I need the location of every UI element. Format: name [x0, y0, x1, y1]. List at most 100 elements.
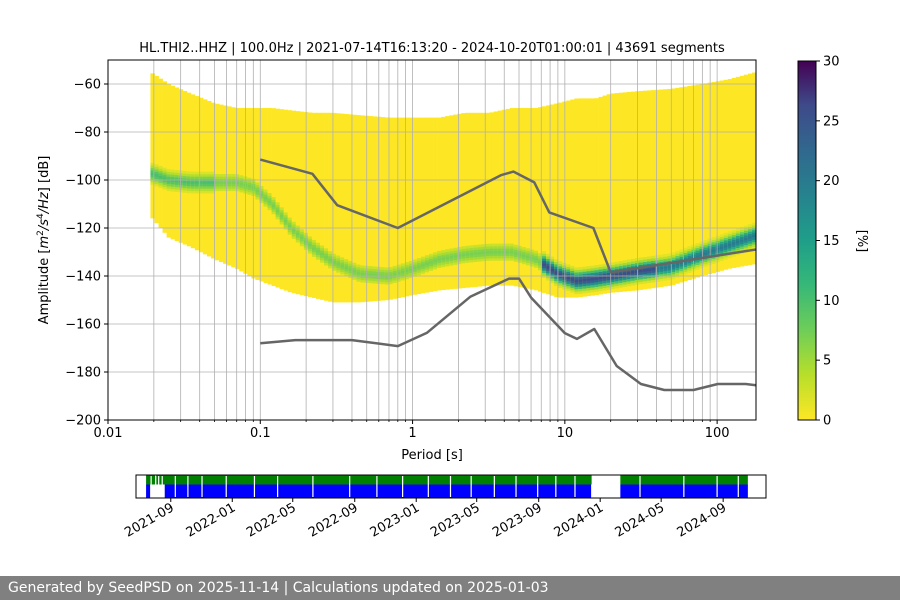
density-cell [751, 241, 756, 245]
density-cell [578, 291, 583, 294]
density-column [546, 105, 551, 295]
density-cell [731, 241, 737, 245]
density-cell [509, 246, 515, 249]
density-cell [630, 282, 636, 286]
density-cell [638, 257, 644, 261]
chart-title: HL.THI2..HHZ | 100.0Hz | 2021-07-14T16:1… [139, 41, 725, 56]
density-cell [586, 270, 591, 274]
density-column [574, 98, 579, 298]
density-column [404, 117, 410, 297]
density-column [174, 87, 180, 242]
timeline-tick-label: 2023-05 [428, 500, 483, 540]
density-cell [602, 278, 608, 281]
density-cell [630, 273, 636, 276]
density-cell [582, 288, 587, 291]
density-cell [695, 245, 700, 249]
density-cell [396, 264, 402, 268]
density-cell [647, 275, 652, 279]
density-cell [735, 240, 741, 244]
density-cell [525, 257, 531, 261]
density-cell [235, 186, 240, 189]
density-cell [231, 188, 236, 192]
density-cell [324, 253, 329, 256]
density-cell [344, 266, 349, 270]
density-cell [348, 260, 353, 264]
density-cell [190, 176, 196, 180]
density-cell [695, 259, 700, 263]
density-cell [206, 181, 212, 184]
density-cell [352, 269, 357, 273]
density-cell [457, 249, 462, 253]
density-cell [554, 278, 559, 282]
density-cell [404, 271, 410, 275]
density-cell [275, 207, 281, 210]
density-cell [445, 251, 450, 255]
density-column [683, 86, 688, 282]
density-cell [263, 196, 268, 200]
density-cell [751, 232, 756, 236]
density-cell [550, 256, 555, 260]
y-axis-ticks: −60 −80 −100 −120 −140 −160 −180 −200 [65, 78, 108, 429]
y-tick-label: −180 [65, 366, 101, 381]
density-cell [699, 263, 704, 266]
density-cell [291, 224, 297, 227]
density-cell [198, 171, 204, 175]
density-cell [610, 281, 616, 285]
density-cell [299, 231, 305, 235]
density-column [400, 117, 406, 298]
footer-text: Generated by SeedPSD on 2025-11-14 | Cal… [8, 580, 549, 596]
density-cell [469, 257, 474, 261]
density-cell [618, 277, 624, 281]
density-cell [679, 273, 684, 277]
density-cell [255, 196, 260, 200]
density-cell [546, 253, 551, 257]
density-cell [396, 267, 402, 270]
density-column [630, 91, 636, 291]
density-column [299, 111, 305, 296]
density-cell [731, 237, 737, 240]
y-axis-label: Amplitude [m2/s4/Hz] [dB] [36, 156, 52, 325]
density-cell [558, 275, 563, 279]
density-cell [223, 181, 228, 184]
density-cell [606, 275, 612, 278]
density-cell [154, 176, 159, 180]
density-cell [727, 231, 733, 235]
density-cell [429, 256, 434, 259]
density-cell [356, 271, 361, 275]
density-cell [582, 278, 587, 282]
density-cell [412, 273, 418, 277]
density-column [497, 110, 503, 286]
density-cell [182, 185, 188, 189]
y-tick-label: −140 [65, 270, 101, 285]
density-cell [328, 253, 333, 257]
density-cell [550, 278, 555, 281]
density-cell [630, 266, 636, 269]
density-cell [711, 256, 717, 260]
density-cell [586, 282, 591, 286]
density-column [489, 112, 494, 286]
density-cell [299, 236, 305, 240]
density-cell [348, 268, 353, 271]
density-cell [610, 264, 616, 268]
density-cell [311, 251, 317, 255]
density-cell [538, 265, 543, 268]
density-cell [190, 186, 196, 189]
density-cell [227, 188, 232, 192]
density-cell [566, 264, 571, 268]
density-cell [610, 284, 616, 287]
density-cell [154, 171, 159, 175]
density-cell [433, 264, 438, 268]
density-cell [215, 181, 220, 184]
density-cell [445, 249, 450, 253]
density-cell [497, 258, 503, 261]
density-column [372, 116, 377, 302]
density-cell [489, 248, 494, 252]
density-cell [332, 258, 337, 262]
density-cell [667, 267, 672, 271]
density-cell [247, 182, 252, 186]
density-cell [731, 244, 737, 248]
density-cell [594, 272, 599, 276]
density-cell [291, 221, 297, 225]
density-cell [642, 278, 648, 282]
density-cell [570, 287, 575, 291]
